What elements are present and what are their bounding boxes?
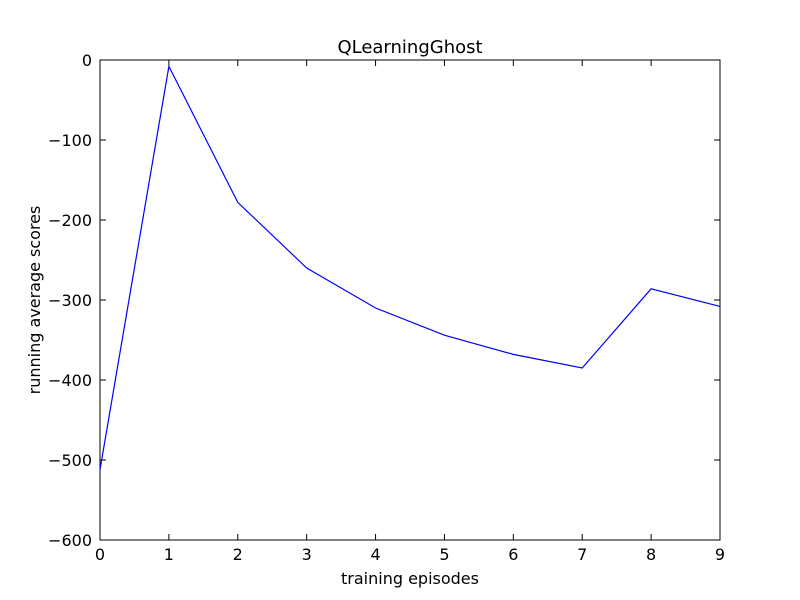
- x-tick-label: 7: [577, 545, 587, 564]
- x-tick-label: 1: [164, 545, 174, 564]
- y-tick-label: −600: [48, 531, 92, 550]
- y-axis-title: running average scores: [25, 206, 44, 395]
- x-tick-label: 5: [439, 545, 449, 564]
- x-tick-label: 0: [95, 545, 105, 564]
- x-tick-label: 2: [233, 545, 243, 564]
- x-tick-label: 8: [646, 545, 656, 564]
- x-axis-title: training episodes: [341, 569, 479, 588]
- x-tick-label: 6: [508, 545, 518, 564]
- y-tick-label: −400: [48, 371, 92, 390]
- y-tick-label: −100: [48, 131, 92, 150]
- x-tick-label: 9: [715, 545, 725, 564]
- chart-title: QLearningGhost: [337, 37, 482, 58]
- x-tick-label: 4: [370, 545, 380, 564]
- series-line: [99, 64, 721, 470]
- x-axis-ticks: 0 1 2 3 4 5 6 7 8 9: [95, 60, 725, 564]
- y-tick-label: 0: [82, 51, 92, 70]
- x-tick-label: 3: [302, 545, 312, 564]
- y-tick-label: −500: [48, 451, 92, 470]
- series-group: [99, 64, 721, 470]
- y-tick-label: −300: [48, 291, 92, 310]
- y-tick-label: −200: [48, 211, 92, 230]
- y-axis-ticks: 0 −100 −200 −300 −400 −500 −600: [48, 51, 720, 550]
